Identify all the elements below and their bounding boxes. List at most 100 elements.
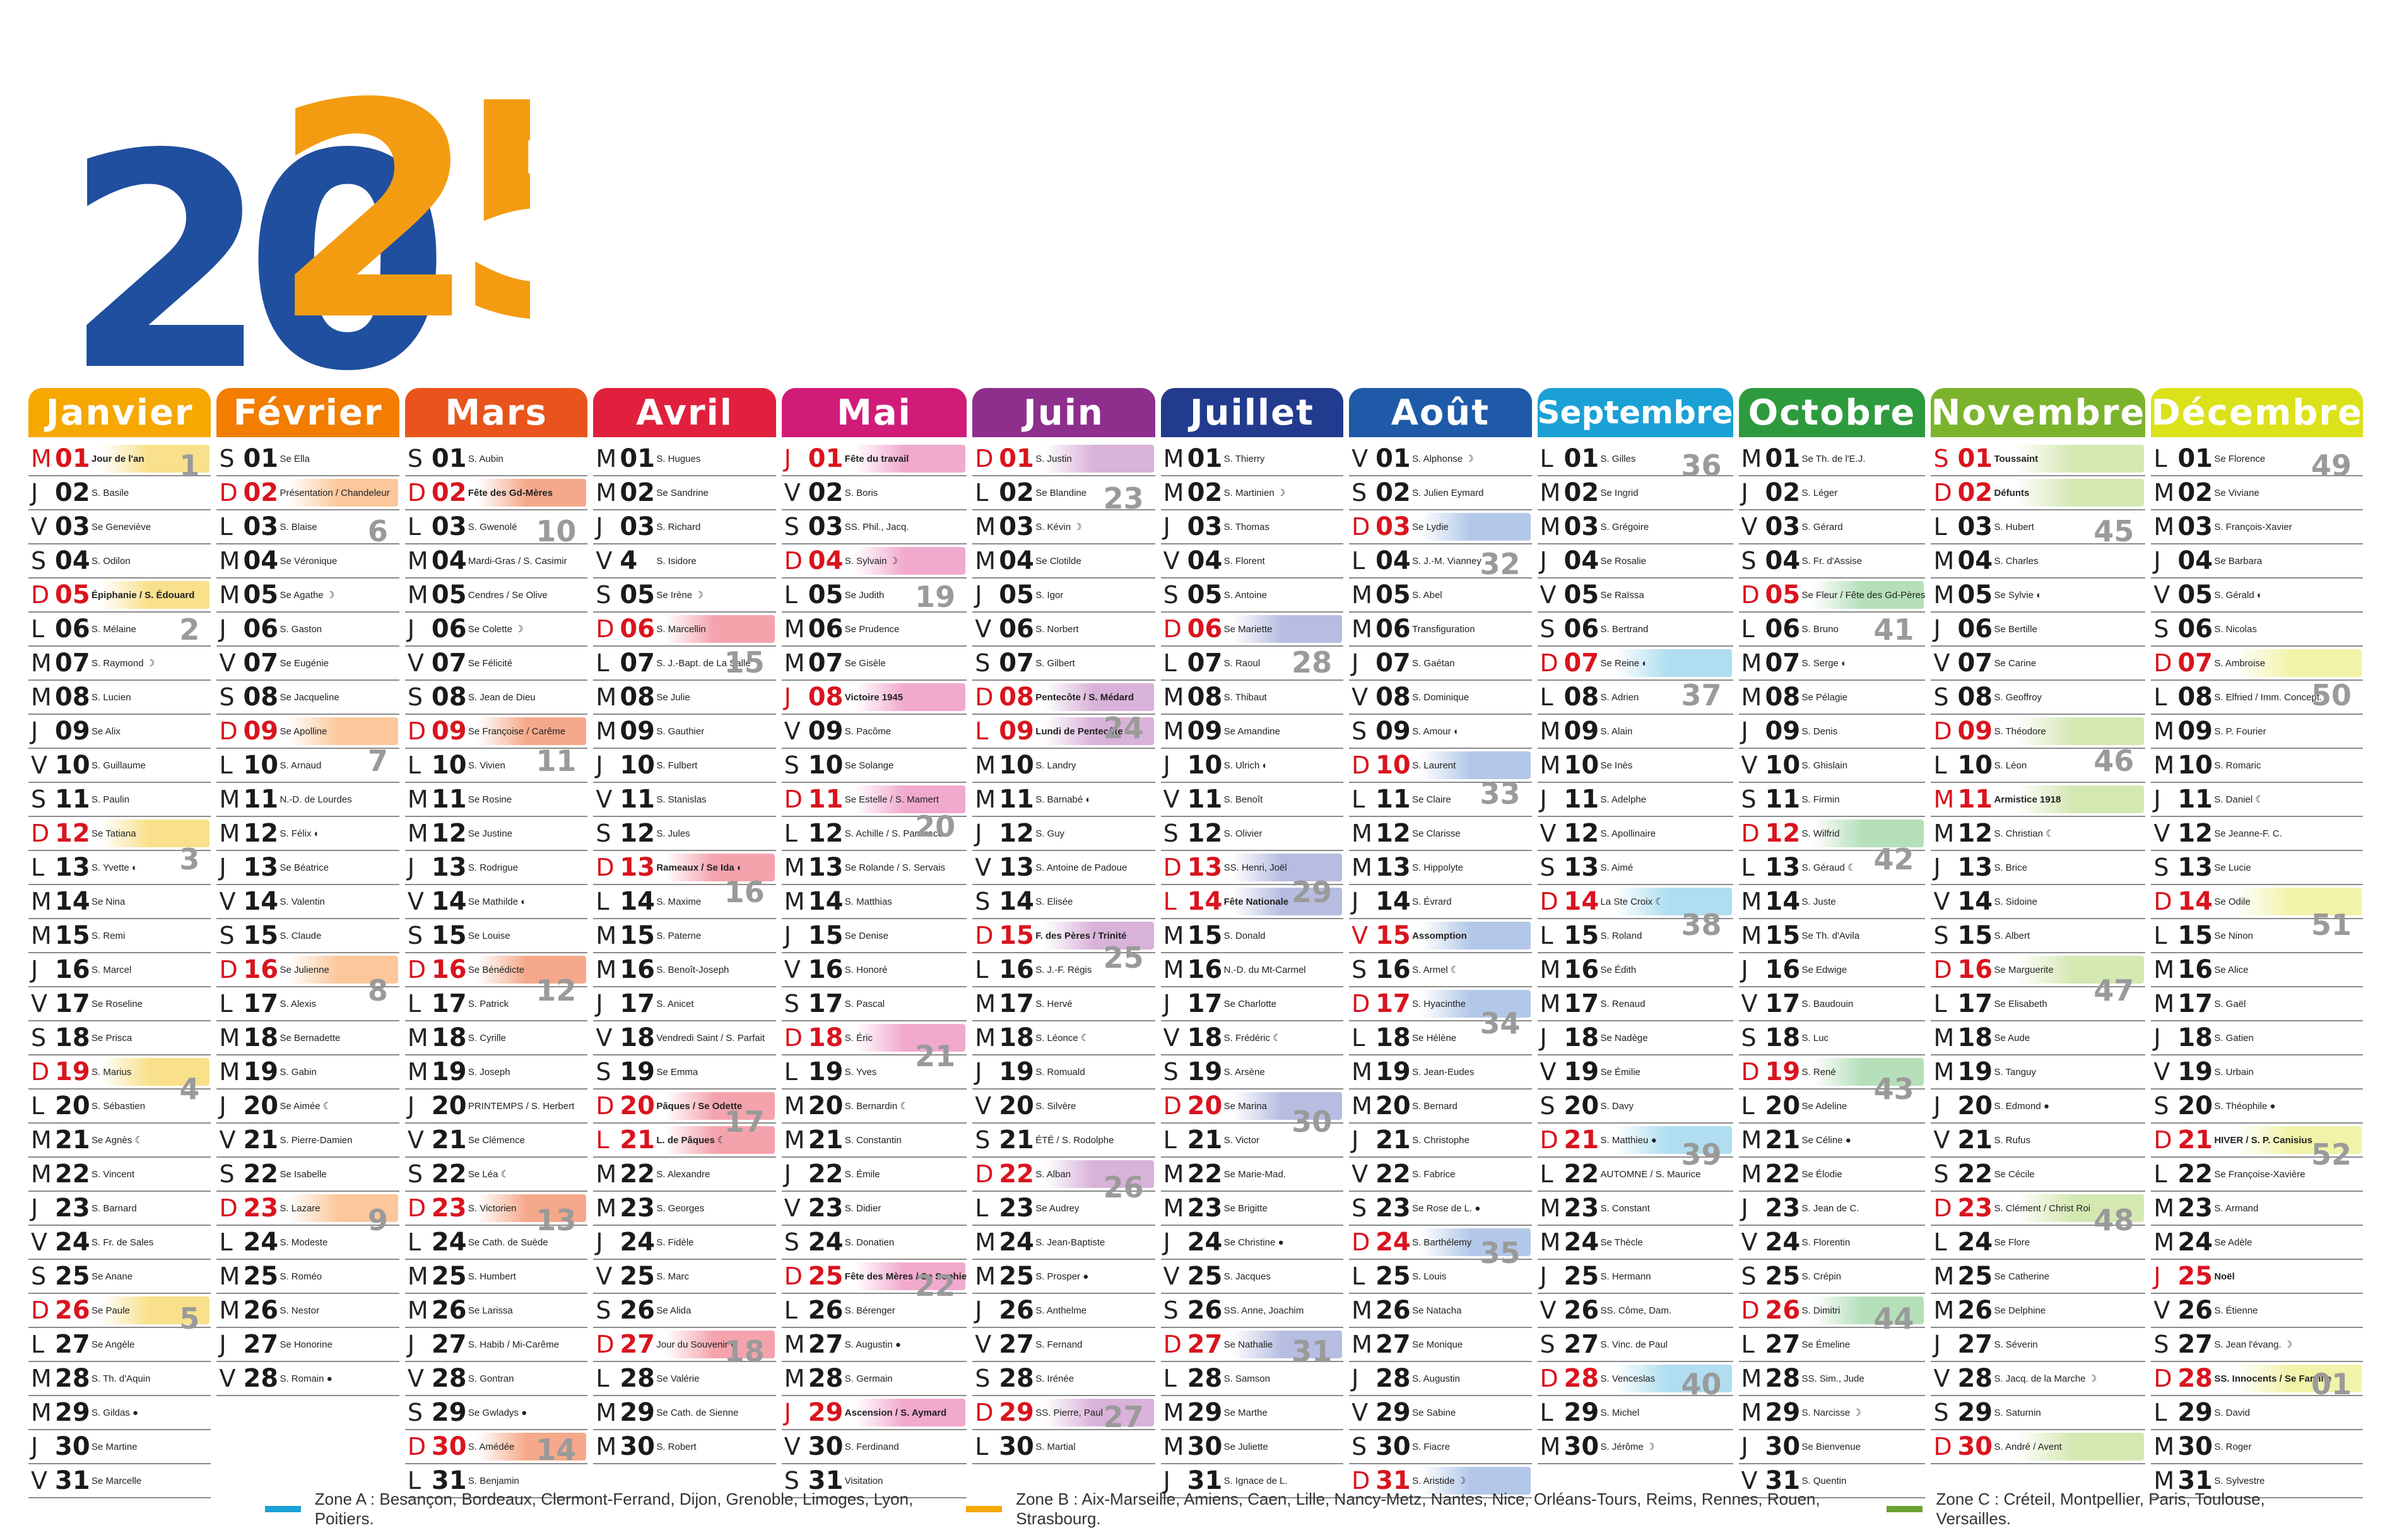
day-number: 4 [620,546,638,575]
day-row: J 07 S. Gaétan [1349,647,1532,681]
day-row: D 26 S. Dimitri [1738,1294,1926,1328]
day-row: M 26 Se Larissa [404,1294,588,1328]
saint-name: S. Roland [1600,930,1642,941]
day-number: 18 [2177,1023,2213,1052]
saint-name: S. Th. d'Aquin [91,1373,151,1384]
weekday-letter: M [1933,1296,1955,1324]
day-row: M 25 Se Catherine [1931,1260,2146,1294]
weekday-letter: J [1933,1331,1941,1358]
day-number: 12 [55,819,90,848]
saint-name: S. Thomas [1223,521,1269,532]
day-number: 29 [1375,1398,1411,1427]
weekday-letter: J [1163,751,1170,779]
day-row: L 14 Fête Nationale [1160,885,1344,919]
day-row: M 24 S. Jean-Baptiste [972,1226,1155,1260]
day-number: 02 [1765,478,1801,507]
saint-name: Se Estelle / S. Mamert [844,794,939,805]
day-number: 22 [1375,1160,1411,1189]
saint-name: S. Silvère [1035,1100,1076,1112]
saint-name: Se Geneviève [91,521,151,532]
month-grid: Janvier M 01 Jour de l'an J 02 S. Basile V 03 Se … [28,388,2363,1498]
day-number: 27 [243,1330,279,1359]
day-number: 28 [620,1364,655,1393]
weekday-letter: S [784,513,799,541]
day-number: 03 [2177,512,2213,541]
day-row: M 03 S. Kévin ☽ [972,510,1155,544]
day-number: 08 [431,683,467,712]
day-number: 31 [2177,1466,2213,1495]
weekday-letter: M [31,683,52,711]
day-row: D 07 S. Ambroise [2151,647,2363,681]
day-number: 03 [620,512,655,541]
weekday-letter: M [1540,1228,1561,1256]
day-number: 19 [1187,1057,1223,1086]
day-row: M 26 Se Natacha [1349,1294,1532,1328]
day-row: L 17 Se Elisabeth [1931,987,2146,1021]
day-row: M 15 Se Th. d'Avila [1738,919,1926,953]
saint-name: S. Dominique [1412,691,1469,703]
weekday-letter: M [1163,1433,1184,1461]
day-number: 05 [1765,580,1801,609]
day-row: S 09 S. Amour ◐ [1349,715,1532,749]
day-number: 07 [431,649,467,678]
weekday-letter: S [2153,1331,2169,1358]
day-row: V 10 S. Ghislain [1738,749,1926,783]
day-row: J 05 S. Igor [972,579,1155,613]
saint-name: S. Bertrand [1600,623,1649,635]
weekday-letter: D [219,717,238,745]
day-row: V 26 S. Étienne [2151,1294,2363,1328]
saint-name: S. Barnard [91,1202,137,1214]
saint-name: Se Marguerite [1994,964,2054,975]
day-row: S 11 S. Firmin [1738,783,1926,817]
saint-name: S. Firmin [1801,794,1840,805]
weekday-letter: J [1741,1194,1748,1222]
weekday-letter: M [407,1058,428,1086]
month-septembre: Septembre L 01 S. Gilles M 02 Se Ingrid M 03 S. G… [1537,388,1733,1498]
day-number: 08 [1765,683,1801,712]
month-février: Février S 01 Se Ella D 02 Présentation / Chand… [216,388,399,1498]
saint-name: Pentecôte / S. Médard [1035,691,1134,703]
day-row: J 01 Fête du travail [781,442,967,476]
weekday-letter: V [975,615,992,643]
saint-name: Se Gisèle [844,657,886,669]
day-number: 11 [2177,785,2213,814]
legend-swatch [265,1506,301,1512]
day-row: M 26 S. Nestor [216,1294,399,1328]
saint-name: S. Elfried / Imm. Concept. [2214,691,2323,703]
day-number: 29 [1564,1398,1599,1427]
day-row: D 20 Se Marina [1160,1090,1344,1124]
day-number: 17 [1765,989,1801,1018]
saint-name: S. Gontran [468,1373,514,1384]
weekday-letter: M [596,683,617,711]
day-highlight [288,1194,398,1222]
saint-name: Se Élodie [1801,1168,1842,1180]
day-row: M 24 Se Adèle [2151,1226,2363,1260]
day-row: D 13 SS. Henri, Joël [1160,851,1344,885]
day-row: M 29 Se Cath. de Sienne [593,1396,776,1430]
day-highlight [1044,922,1154,949]
day-number: 04 [431,546,467,575]
day-row: M 23 S. Armand [2151,1192,2363,1226]
weekday-letter: S [784,751,799,779]
weekday-letter: V [1163,785,1180,813]
weekday-letter: M [31,1126,52,1154]
day-number: 30 [1765,1432,1801,1461]
day-row: V 14 S. Valentin [216,885,399,919]
day-row: L 27 Se Angèle [28,1328,211,1362]
weekday-letter: S [1540,1331,1555,1358]
weekday-letter: D [1933,1194,1952,1222]
day-row: V 25 S. Marc [593,1260,776,1294]
weekday-letter: M [31,1160,52,1188]
day-number: 04 [1564,546,1599,575]
weekday-letter: M [2153,1433,2175,1461]
day-number: 16 [1957,955,1993,984]
day-number: 06 [1564,614,1599,644]
week-number: 37 [1681,678,1722,712]
day-number: 08 [999,683,1034,712]
day-highlight [1614,649,1732,677]
weekday-letter: J [219,854,227,881]
day-number: 18 [1765,1023,1801,1052]
year-digits-20: 20 [63,91,439,379]
saint-name: S. Fiacre [1412,1441,1451,1452]
day-number: 16 [431,955,467,984]
